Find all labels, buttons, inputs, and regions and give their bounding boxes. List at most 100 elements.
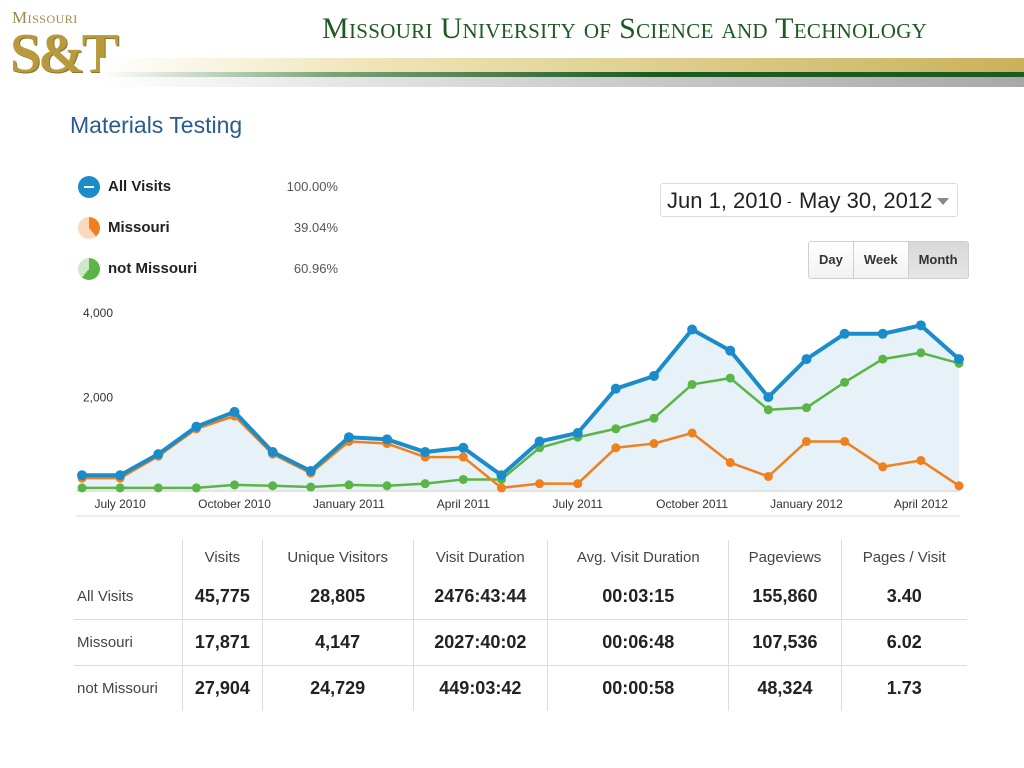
- granularity-toggle: Day Week Month: [808, 241, 969, 279]
- data-point-not-missouri: [725, 373, 735, 383]
- data-point-missouri: [535, 479, 545, 489]
- data-point-all-visits: [648, 371, 659, 381]
- data-point-not-missouri: [115, 483, 125, 493]
- data-point-missouri: [801, 436, 811, 446]
- legend-percent: 100.00%: [286, 179, 338, 194]
- data-point-missouri: [725, 458, 735, 468]
- legend-label: Missouri: [108, 219, 170, 236]
- table-cell: 27,904: [182, 665, 263, 711]
- legend-percent: 60.96%: [293, 261, 338, 276]
- legend-not-missouri-icon: [78, 258, 100, 280]
- x-tick-label: January 2011: [313, 497, 385, 511]
- day-button[interactable]: Day: [809, 242, 854, 278]
- data-point-not-missouri: [649, 413, 659, 423]
- data-point-all-visits: [687, 324, 698, 335]
- data-point-not-missouri: [687, 379, 697, 389]
- table-cell: 24,729: [262, 665, 414, 711]
- data-point-all-visits: [534, 436, 545, 447]
- table-cell: 1.73: [841, 665, 967, 711]
- column-header: Unique Visitors: [262, 540, 414, 574]
- data-point-missouri: [687, 428, 697, 438]
- legend-label: All Visits: [108, 178, 172, 195]
- x-tick-label: April 2011: [437, 497, 490, 511]
- data-point-missouri: [763, 471, 773, 481]
- table-row: not Missouri 27,904 24,729 449:03:42 00:…: [74, 665, 967, 711]
- table-cell: 00:06:48: [547, 619, 730, 666]
- table-cell: 17,871: [182, 619, 263, 666]
- data-point-not-missouri: [458, 474, 468, 484]
- data-point-all-visits: [153, 449, 164, 460]
- date-range-end: May 30, 2012: [799, 188, 933, 213]
- table-cell: 28,805: [262, 574, 414, 620]
- data-point-missouri: [611, 443, 621, 453]
- x-tick-label: October 2011: [656, 497, 728, 511]
- legend-missouri-icon: [78, 217, 100, 239]
- data-point-all-visits: [458, 442, 469, 453]
- table-cell: 00:00:58: [547, 665, 730, 711]
- data-point-missouri: [916, 455, 926, 465]
- table-cell: 6.02: [841, 619, 967, 666]
- table-cell: 48,324: [728, 665, 842, 711]
- table-header-row: Visits Unique Visitors Visit Duration Av…: [74, 540, 967, 574]
- row-label: Missouri: [74, 619, 183, 666]
- chevron-down-icon: [937, 198, 949, 205]
- x-tick-label: January 2012: [770, 497, 843, 511]
- date-range-separator: -: [787, 193, 792, 209]
- y-tick-label: 4,000: [83, 306, 113, 320]
- data-point-not-missouri: [230, 480, 240, 490]
- column-header: Visits: [182, 540, 263, 574]
- data-point-not-missouri: [763, 405, 773, 415]
- header-stripe-green: [100, 72, 1024, 77]
- data-point-not-missouri: [382, 481, 392, 491]
- data-point-not-missouri: [344, 480, 354, 490]
- data-point-missouri: [954, 481, 964, 491]
- data-point-all-visits: [420, 447, 431, 457]
- series-line-all-visits: [82, 323, 961, 478]
- data-point-not-missouri: [916, 348, 926, 358]
- legend-label: not Missouri: [108, 260, 198, 277]
- data-point-missouri: [878, 462, 888, 472]
- date-range-start: Jun 1, 2010: [667, 188, 782, 213]
- header-stripe-gray: [100, 77, 1024, 87]
- data-point-all-visits: [877, 328, 888, 339]
- series-line-not-missouri: [82, 351, 960, 490]
- data-point-not-missouri: [306, 482, 316, 492]
- data-point-missouri: [458, 452, 468, 462]
- data-point-not-missouri: [191, 483, 201, 493]
- data-point-all-visits: [801, 354, 812, 365]
- date-range-picker[interactable]: Jun 1, 2010 - May 30, 2012: [660, 183, 958, 217]
- y-tick-label: 2,000: [83, 391, 113, 405]
- x-tick-label: July 2010: [94, 497, 146, 511]
- data-point-missouri: [496, 483, 506, 493]
- data-point-all-visits: [77, 470, 87, 481]
- data-point-all-visits: [115, 470, 126, 481]
- data-point-all-visits: [229, 406, 240, 417]
- logo-top-text: Missouri: [12, 8, 78, 27]
- data-point-all-visits: [610, 383, 621, 394]
- column-header: Avg. Visit Duration: [547, 540, 730, 574]
- data-point-not-missouri: [878, 354, 888, 364]
- data-point-not-missouri: [801, 403, 811, 413]
- data-point-all-visits: [382, 434, 393, 445]
- table-cell: 2476:43:44: [413, 574, 549, 620]
- table-cell: 3.40: [886, 586, 922, 606]
- data-point-not-missouri: [611, 424, 621, 434]
- header-stripe-gold: [100, 58, 1024, 72]
- table-row: All Visits 45,775 28,805 2476:43:44 00:0…: [74, 574, 967, 620]
- data-point-not-missouri: [268, 481, 278, 491]
- data-point-all-visits: [572, 428, 583, 438]
- data-point-all-visits: [954, 354, 964, 365]
- row-label: not Missouri: [74, 665, 183, 711]
- series-line-missouri: [82, 414, 960, 490]
- data-point-all-visits: [915, 320, 926, 331]
- all-visits-area: [82, 325, 959, 490]
- data-point-not-missouri: [420, 479, 430, 489]
- month-button[interactable]: Month: [908, 242, 968, 278]
- data-point-not-missouri: [153, 483, 163, 493]
- table-row: Missouri 17,871 4,147 2027:40:02 00:06:4…: [74, 619, 967, 666]
- stats-table: Visits Unique Visitors Visit Duration Av…: [74, 540, 967, 711]
- week-button[interactable]: Week: [853, 242, 909, 278]
- university-logo: Missouri S&T: [10, 8, 119, 85]
- column-header: Visit Duration: [413, 540, 549, 574]
- x-tick-label: October 2010: [198, 497, 271, 511]
